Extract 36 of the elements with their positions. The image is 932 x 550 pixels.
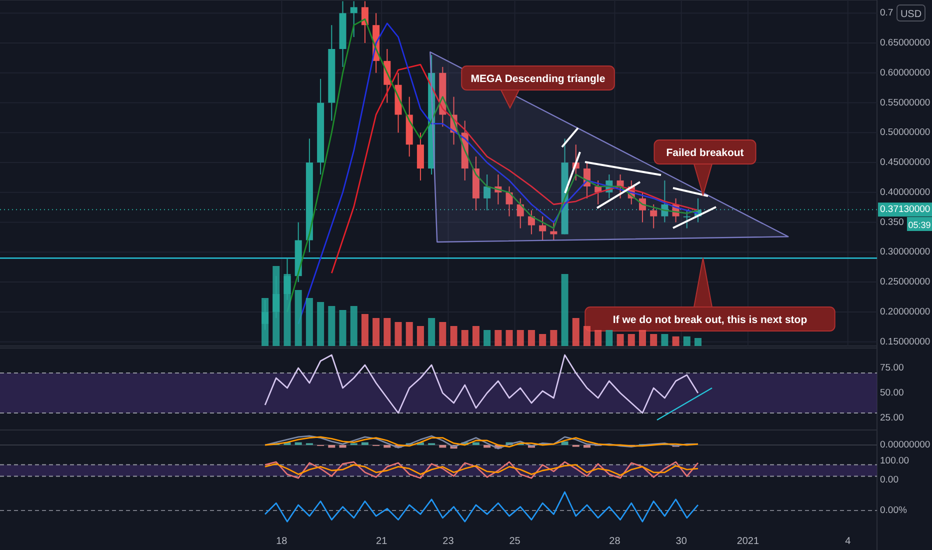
x-tick-label: 4 (845, 536, 852, 547)
y-tick-label: 0.25000000 (880, 276, 930, 288)
y-tick-label: 0.7 (880, 8, 894, 19)
y-tick-label: 100.00 (880, 456, 910, 466)
y-tick-label: 0.50000000 (880, 127, 930, 138)
y-tick-label: 0.15000000 (880, 336, 930, 348)
annotation: MEGA Descending triangle (470, 73, 606, 85)
y-tick-label: 50.00 (880, 388, 904, 398)
y-tick-label: 0.00 (880, 474, 898, 486)
y-tick-label: 0.45000000 (880, 157, 930, 168)
callout: MEGA Descending triangle (461, 66, 615, 110)
y-tick-label: 0.20000000 (880, 306, 930, 318)
y-tick-label: 75.00 (880, 362, 904, 374)
x-tick-label: 2021 (736, 536, 760, 547)
x-tick-label: 28 (609, 536, 621, 547)
ref-line-label: 0.37130000 (880, 204, 930, 216)
callout: If we do not break out, this is next stop (584, 258, 836, 332)
x-tick-label: 30 (676, 536, 688, 547)
ref-line-label: 0.00% (880, 505, 908, 516)
x-tick-label: 18 (276, 536, 288, 547)
y-tick-label: 0.350 (880, 216, 904, 228)
y-tick-label: 0.60000000 (880, 67, 930, 78)
annotation: If we do not break out, this is next stop (612, 314, 808, 326)
x-tick-label: 21 (376, 536, 388, 547)
y-tick-label: 0.65000000 (880, 38, 930, 49)
text: 0.00000000 (880, 440, 930, 450)
text: 05:39 (908, 220, 931, 230)
annotation: Failed breakout (666, 147, 744, 159)
x-tick-label: 25 (509, 536, 521, 547)
callout: Failed breakout (654, 140, 756, 197)
y-tick-label: 0.30000000 (880, 246, 930, 258)
y-tick-label: 25.00 (880, 412, 904, 424)
y-tick-label: 0.40000000 (880, 186, 930, 198)
text: USD (900, 9, 922, 20)
x-tick-label: 23 (442, 536, 454, 547)
y-tick-label: 0.55000000 (880, 97, 930, 108)
